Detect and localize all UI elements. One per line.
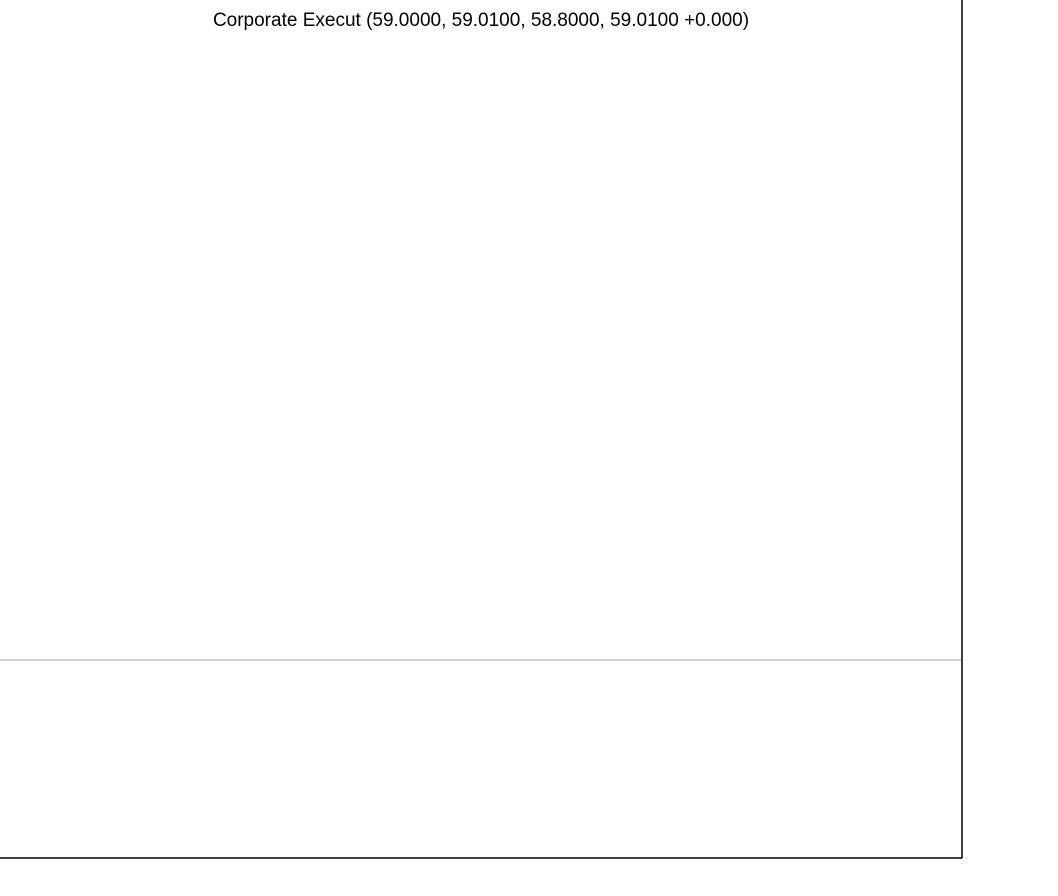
chart-title: Corporate Execut (59.0000, 59.0100, 58.8… (213, 10, 749, 31)
title-background (150, 6, 812, 34)
